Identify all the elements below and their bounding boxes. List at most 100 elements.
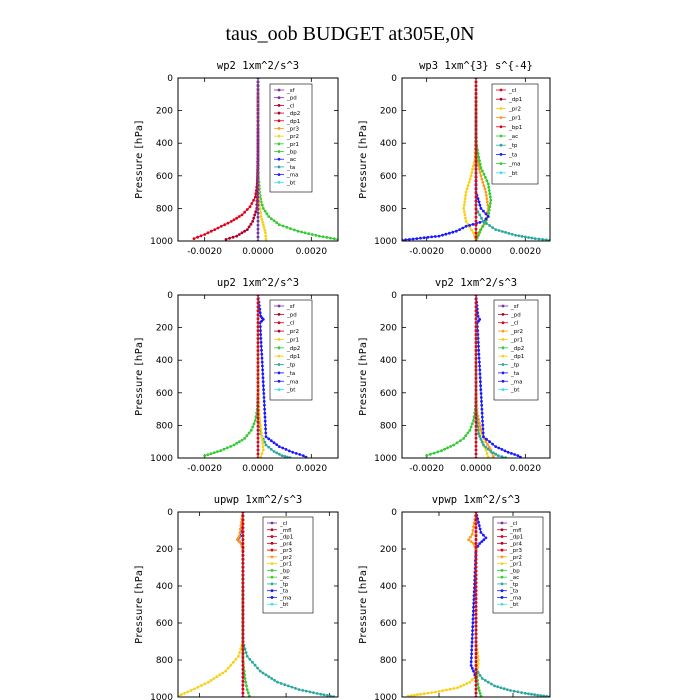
- series-point: [474, 84, 478, 88]
- y-tick-label: 0: [167, 74, 173, 84]
- series-point: [474, 569, 478, 573]
- panel-title: vpwp 1xm^2/s^3: [432, 494, 521, 506]
- series-point: [315, 692, 319, 695]
- legend-marker: [499, 97, 503, 101]
- series-point: [471, 613, 475, 617]
- series-point: [474, 660, 478, 663]
- series-point: [491, 226, 494, 230]
- y-tick-label: 800: [156, 204, 173, 214]
- legend-entry: _sf: [286, 88, 296, 94]
- series-point: [251, 425, 255, 429]
- series-point: [482, 172, 486, 176]
- series-point: [251, 220, 255, 223]
- series-point: [304, 455, 308, 458]
- x-tick-label: 0.0000: [460, 247, 492, 257]
- series-point: [471, 529, 475, 532]
- series-point: [487, 185, 491, 189]
- legend-entry: _mfl: [279, 528, 292, 534]
- series-point: [448, 231, 451, 235]
- series-point: [477, 524, 481, 527]
- series-point: [505, 688, 509, 691]
- series-point: [312, 691, 315, 695]
- series-point: [480, 540, 484, 543]
- series-point: [256, 227, 260, 231]
- series-point: [474, 538, 478, 541]
- series-point: [467, 180, 471, 184]
- series-point: [425, 454, 429, 457]
- series-point: [474, 164, 478, 167]
- series-line-dp1: [193, 78, 259, 240]
- series-point: [478, 203, 482, 207]
- series-point: [262, 388, 265, 391]
- series-point: [241, 632, 245, 636]
- series-point: [258, 207, 262, 211]
- series-group: [203, 295, 308, 458]
- series-group: [402, 78, 550, 241]
- series-point: [476, 152, 480, 156]
- series-point: [256, 357, 260, 360]
- series-point: [489, 198, 493, 202]
- series-point: [245, 688, 249, 691]
- series-point: [243, 210, 247, 214]
- series-point: [445, 688, 448, 692]
- series-point: [476, 428, 480, 432]
- y-tick-label: 400: [156, 582, 173, 592]
- series-point: [437, 234, 441, 238]
- series-point: [206, 453, 210, 456]
- panel-3: up2 1xm^2/s^3 Pressure [hPa] 0 200 400 600 800…: [134, 277, 339, 474]
- legend-marker: [500, 602, 504, 606]
- series-point: [481, 180, 485, 184]
- series-point: [478, 435, 482, 438]
- series-point: [224, 238, 228, 241]
- series-point: [474, 557, 478, 561]
- legend-marker: [277, 304, 281, 308]
- series-point: [412, 693, 416, 697]
- series-point: [527, 236, 530, 239]
- series-point: [245, 228, 249, 232]
- series-point: [474, 605, 478, 608]
- legend: _cl _dp1 _pr2 _pr1 _bp1 _ac _tp _ta _ma _bt: [491, 83, 539, 185]
- series-point: [273, 679, 276, 682]
- legend-marker: [500, 582, 504, 586]
- x-tick-label: 0.0000: [242, 247, 274, 257]
- series-point: [301, 689, 305, 692]
- series-point: [308, 690, 312, 694]
- series-point: [474, 428, 478, 432]
- series-point: [482, 443, 485, 447]
- series-point: [474, 616, 478, 620]
- series-point: [209, 229, 213, 233]
- legend-entry: _ma: [510, 379, 522, 385]
- series-point: [264, 431, 268, 435]
- series-point: [243, 647, 247, 651]
- series-point: [321, 235, 325, 239]
- y-tick-label: 600: [380, 172, 397, 182]
- y-tick-label: 600: [380, 619, 397, 629]
- y-tick-label: 200: [156, 545, 173, 555]
- series-point: [514, 233, 517, 237]
- series-point: [291, 450, 295, 454]
- series-point: [468, 177, 472, 181]
- legend-entry: _pr4: [509, 541, 523, 547]
- series-point: [481, 419, 484, 423]
- legend-entry: _dp1: [509, 535, 523, 541]
- y-tick-label: 600: [156, 389, 173, 399]
- y-axis-label: Pressure [hPa]: [134, 565, 145, 644]
- series-point: [256, 420, 260, 424]
- series-point: [474, 187, 478, 191]
- series-point: [474, 648, 478, 652]
- legend-entry: _pr3: [509, 548, 523, 554]
- series-point: [480, 440, 484, 444]
- series-point: [241, 565, 245, 569]
- series-point: [474, 609, 478, 612]
- series-point: [530, 692, 533, 696]
- series-point: [478, 376, 482, 380]
- legend-marker: [501, 346, 505, 350]
- series-point: [256, 100, 260, 104]
- legend-marker: [277, 165, 281, 169]
- series-point: [474, 180, 478, 183]
- series-point: [474, 80, 478, 84]
- legend-entry: _tp: [279, 582, 289, 588]
- series-point: [259, 329, 262, 332]
- legend-marker: [270, 555, 274, 559]
- series-point: [251, 660, 254, 664]
